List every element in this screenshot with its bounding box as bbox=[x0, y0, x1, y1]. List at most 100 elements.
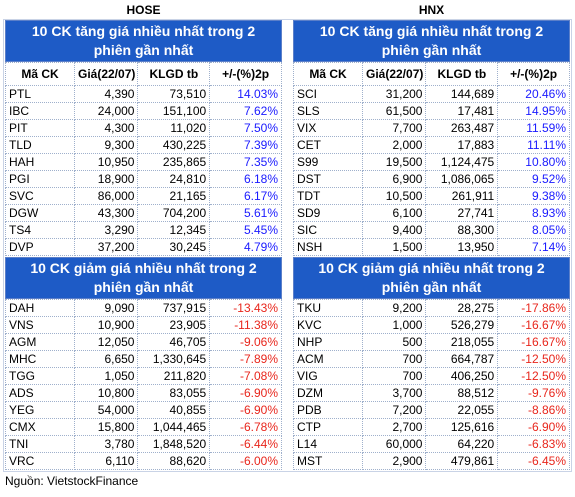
cell: 8.93% bbox=[497, 204, 570, 222]
cell: 7.62% bbox=[209, 102, 282, 120]
cell: 31,200 bbox=[361, 85, 427, 103]
column-header: KLGD tb bbox=[137, 62, 211, 86]
header-row: Mã CK Giá(22/07) KLGD tb +/-(%)2p bbox=[293, 62, 570, 86]
row: TKU 9,200 28,275 -17.86% bbox=[293, 299, 570, 317]
row: DAH 9,090 737,915 -13.43% bbox=[5, 299, 282, 317]
cell: 737,915 bbox=[137, 299, 211, 317]
cell: 10,800 bbox=[73, 384, 139, 402]
cell: 7,200 bbox=[361, 401, 427, 419]
row: SVC 86,000 21,165 6.17% bbox=[5, 187, 282, 205]
cell: 24,810 bbox=[137, 170, 211, 188]
row: DGW 43,300 704,200 5.61% bbox=[5, 204, 282, 222]
row: SIC 9,400 88,300 8.05% bbox=[293, 221, 570, 239]
cell: 261,911 bbox=[425, 187, 499, 205]
row: VNS 10,900 23,905 -11.38% bbox=[5, 316, 282, 334]
cell: SCI bbox=[293, 85, 363, 103]
header-row: Mã CK Giá(22/07) KLGD tb +/-(%)2p bbox=[5, 62, 282, 86]
cell: 5.61% bbox=[209, 204, 282, 222]
row: PGI 18,900 24,810 6.18% bbox=[5, 170, 282, 188]
cell: 211,820 bbox=[137, 367, 211, 385]
cell: 83,055 bbox=[137, 384, 211, 402]
cell: 406,250 bbox=[425, 367, 499, 385]
cell: 61,500 bbox=[361, 102, 427, 120]
cell: 17,883 bbox=[425, 136, 499, 154]
cell: -6.00% bbox=[209, 452, 282, 470]
cell: 6,900 bbox=[361, 170, 427, 188]
section-title: 10 CK tăng giá nhiều nhất trong 2 phiên … bbox=[5, 20, 282, 62]
cell: 88,620 bbox=[137, 452, 211, 470]
cell: 7.14% bbox=[497, 238, 570, 256]
cell: 5.45% bbox=[209, 221, 282, 239]
cell: 23,905 bbox=[137, 316, 211, 334]
cell: DGW bbox=[5, 204, 75, 222]
cell: 60,000 bbox=[361, 435, 427, 453]
cell: 704,200 bbox=[137, 204, 211, 222]
cell: 40,855 bbox=[137, 401, 211, 419]
cell: SVC bbox=[5, 187, 75, 205]
cell: PDB bbox=[293, 401, 363, 419]
cell: ADS bbox=[5, 384, 75, 402]
cell: -9.76% bbox=[497, 384, 570, 402]
cell: CTP bbox=[293, 418, 363, 436]
row: PDB 7,200 22,055 -8.86% bbox=[293, 401, 570, 419]
cell: 9.38% bbox=[497, 187, 570, 205]
column-header: Mã CK bbox=[293, 62, 363, 86]
row: KVC 1,000 526,279 -16.67% bbox=[293, 316, 570, 334]
row: PTL 4,390 73,510 14.03% bbox=[5, 85, 282, 103]
column-header: Giá(22/07) bbox=[73, 62, 139, 86]
cell: 64,220 bbox=[425, 435, 499, 453]
cell: 18,900 bbox=[73, 170, 139, 188]
cell: 6.17% bbox=[209, 187, 282, 205]
cell: DVP bbox=[5, 238, 75, 256]
column-header: Giá(22/07) bbox=[361, 62, 427, 86]
cell: 2,900 bbox=[361, 452, 427, 470]
cell: SLS bbox=[293, 102, 363, 120]
row: TDT 10,500 261,911 9.38% bbox=[293, 187, 570, 205]
row: NHP 500 218,055 -16.67% bbox=[293, 333, 570, 351]
cell: 37,200 bbox=[73, 238, 139, 256]
row: S99 19,500 1,124,475 10.80% bbox=[293, 153, 570, 171]
cell: 2,000 bbox=[361, 136, 427, 154]
row: IBC 24,000 151,100 7.62% bbox=[5, 102, 282, 120]
row: YEG 54,000 40,855 -6.90% bbox=[5, 401, 282, 419]
row: VRC 6,110 88,620 -6.00% bbox=[5, 452, 282, 470]
cell: VNS bbox=[5, 316, 75, 334]
cell: 3,700 bbox=[361, 384, 427, 402]
cell: 4,390 bbox=[73, 85, 139, 103]
cell: 27,741 bbox=[425, 204, 499, 222]
cell: -8.86% bbox=[497, 401, 570, 419]
cell: 11.11% bbox=[497, 136, 570, 154]
row: SLS 61,500 17,481 14.95% bbox=[293, 102, 570, 120]
cell: 700 bbox=[361, 350, 427, 368]
row: TLD 9,300 430,225 7.39% bbox=[5, 136, 282, 154]
row: DVP 37,200 30,245 4.79% bbox=[5, 238, 282, 256]
losers-table: DAH 9,090 737,915 -13.43% VNS 10,900 23,905 -11… bbox=[5, 299, 282, 470]
row: SCI 31,200 144,689 20.46% bbox=[293, 85, 570, 103]
cell: TKU bbox=[293, 299, 363, 317]
cell: 17,481 bbox=[425, 102, 499, 120]
row: TS4 3,290 12,345 5.45% bbox=[5, 221, 282, 239]
cell: 28,275 bbox=[425, 299, 499, 317]
cell: -7.08% bbox=[209, 367, 282, 385]
cell: TGG bbox=[5, 367, 75, 385]
row: SD9 6,100 27,741 8.93% bbox=[293, 204, 570, 222]
cell: 73,510 bbox=[137, 85, 211, 103]
cell: 10,500 bbox=[361, 187, 427, 205]
row: CTP 2,700 125,616 -6.90% bbox=[293, 418, 570, 436]
cell: SD9 bbox=[293, 204, 363, 222]
cell: KVC bbox=[293, 316, 363, 334]
cell: ACM bbox=[293, 350, 363, 368]
exchange-label: HOSE bbox=[126, 3, 161, 17]
cell: 88,512 bbox=[425, 384, 499, 402]
row: VIX 7,700 263,487 11.59% bbox=[293, 119, 570, 137]
cell: 54,000 bbox=[73, 401, 139, 419]
cell: 1,124,475 bbox=[425, 153, 499, 171]
cell: 1,848,520 bbox=[137, 435, 211, 453]
cell: SIC bbox=[293, 221, 363, 239]
cell: 10.80% bbox=[497, 153, 570, 171]
cell: 7,700 bbox=[361, 119, 427, 137]
cell: 15,800 bbox=[73, 418, 139, 436]
cell: -17.86% bbox=[497, 299, 570, 317]
cell: TS4 bbox=[5, 221, 75, 239]
panel: 10 CK tăng giá nhiều nhất trong 2 phiên … bbox=[5, 20, 282, 470]
